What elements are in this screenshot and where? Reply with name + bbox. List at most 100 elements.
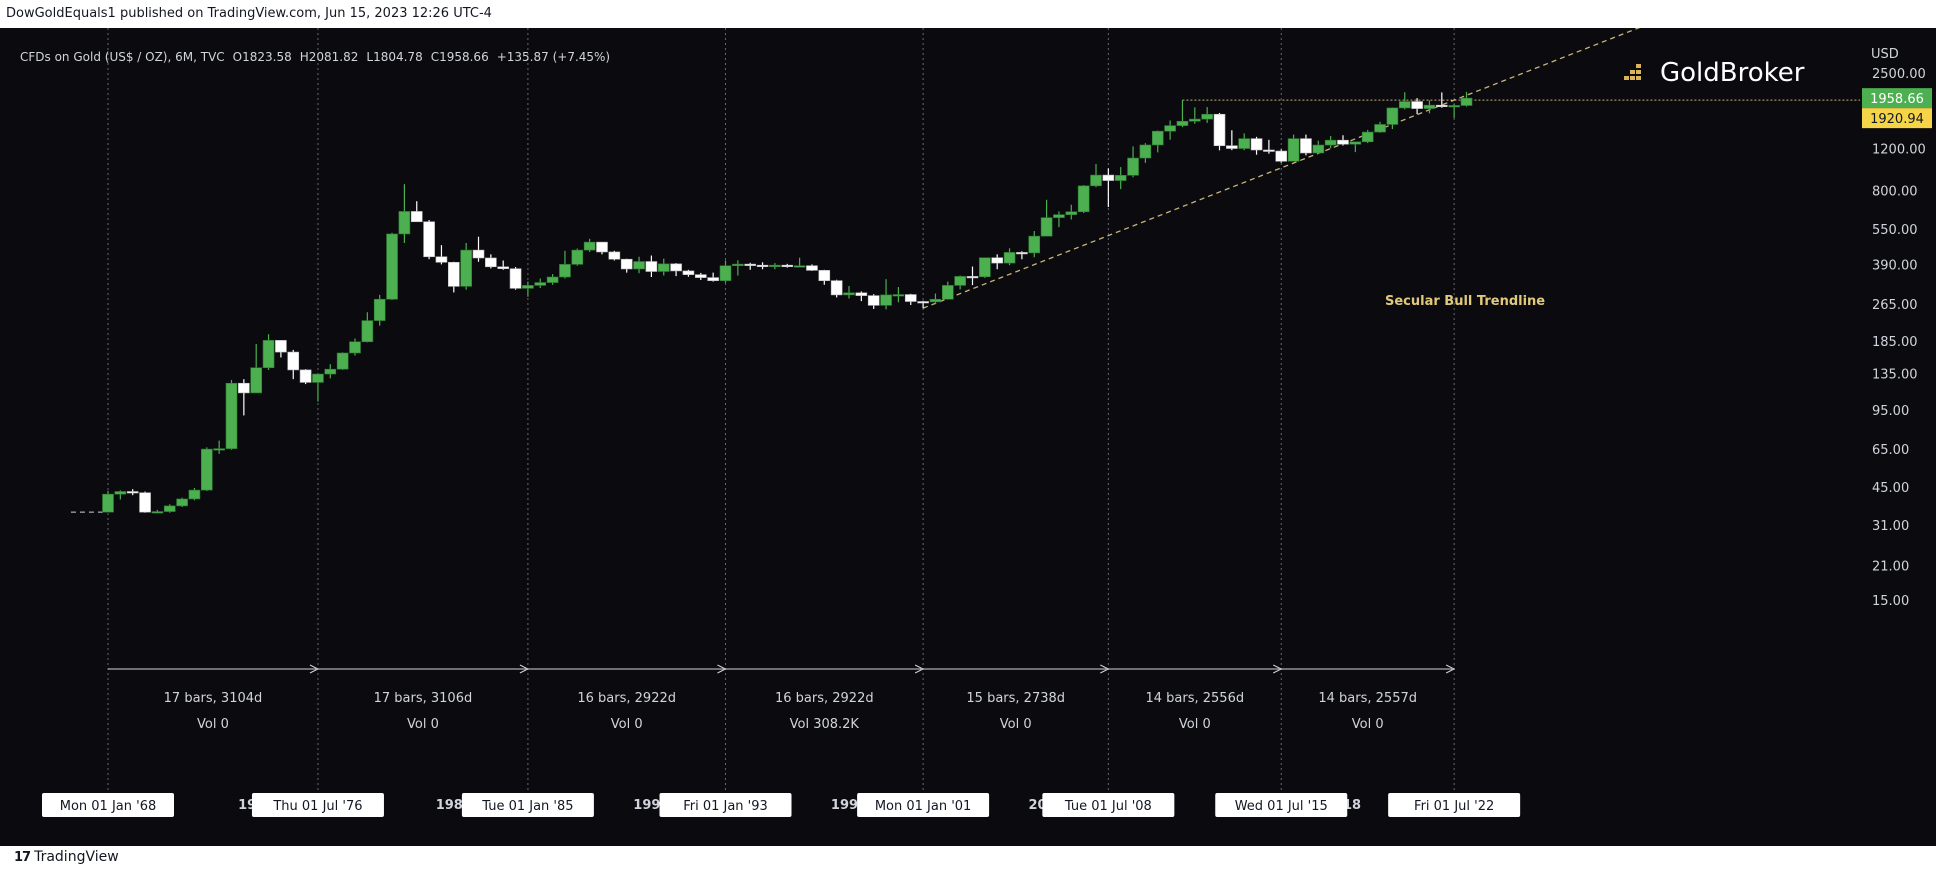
y-tick-label: 31.00 [1872,519,1909,534]
currency-label: USD [1871,47,1899,62]
candle-body [645,261,658,272]
candle-body [324,368,337,375]
candle-body [880,294,892,306]
candle-body [596,241,608,253]
candle-body [670,263,682,272]
chart-area[interactable]: Secular Bull Trendline USD 2500.00 1200.00 8… [0,28,1936,846]
candle-body [176,498,188,507]
candle-body [534,282,547,286]
candle-body [1053,214,1065,218]
change-value: +135.87 (+7.45%) [496,50,611,64]
candle-body [682,270,695,275]
brand-name: GoldBroker [1660,58,1805,88]
candle-body [1398,101,1411,109]
candle-body [1003,252,1016,264]
candle-body [1114,175,1127,181]
tradingview-logo[interactable]: 17 TradingView [14,849,119,865]
date-marker-box [659,793,792,817]
candle-body [386,233,398,300]
measure-bars-label: 17 bars, 3104d [164,691,263,706]
y-tick-label: 95.00 [1872,404,1909,419]
date-marker-box [857,793,990,817]
brand-watermark: GoldBroker [1622,58,1804,88]
candle-body [398,211,411,235]
candle-body [1016,252,1028,255]
candle-body [1077,185,1090,213]
candle-body [1349,141,1362,145]
candle-body [262,340,275,369]
candle-body [1300,138,1312,154]
candle-body [793,265,806,268]
candle-body [1448,105,1460,108]
y-tick-label: 265.00 [1872,298,1918,313]
candle-body [966,276,979,279]
candle-body [1275,150,1288,162]
candle-body [163,505,176,512]
tradingview-logo-text: TradingView [34,849,119,865]
symbol-info: CFDs on Gold (US$ / OZ), 6M, TVC [20,50,225,64]
candle-body [917,301,929,304]
candle-body [1090,174,1102,187]
candle-body [583,241,596,251]
date-marker-label: Mon 01 Jan '68 [60,799,157,814]
candle-body [349,341,361,354]
candle-body [633,261,645,270]
candle-body [1213,113,1226,147]
candle-body [423,221,435,258]
candle-body [756,264,769,267]
candle-body [238,382,250,394]
y-tick-label: 15.00 [1872,594,1909,609]
y-tick-label: 185.00 [1872,335,1918,350]
price-chart[interactable]: Secular Bull Trendline USD 2500.00 1200.00 8… [0,28,1936,846]
candle-body [1337,139,1349,145]
candle-body [1460,97,1473,106]
candle-body [472,249,485,259]
tradingview-mark-icon: 17 [14,849,31,865]
candle-body [806,265,818,271]
candle-body [694,274,707,278]
candle-body [299,369,312,383]
measure-vol-label: Vol 0 [611,717,643,732]
candle-body [485,257,497,268]
measure-bars-label: 16 bars, 2922d [775,691,874,706]
gold-bars-icon [1624,64,1641,80]
measure-vol-label: Vol 0 [407,717,439,732]
y-tick-label: 65.00 [1872,443,1909,458]
publisher-line: DowGoldEquals1 published on TradingView.… [6,6,492,21]
close-value: C1958.66 [430,50,489,64]
candle-body [929,298,942,303]
measure-vol-label: Vol 0 [197,717,229,732]
candle-body [1189,118,1201,122]
date-marker-box [1388,793,1521,817]
candle-body [312,373,324,383]
open-value: O1823.58 [232,50,292,64]
candle-body [979,257,991,278]
last-price-badge [1862,88,1932,109]
y-tick-label: 550.00 [1872,223,1918,238]
candle-body [744,263,757,266]
date-marker-label: Tue 01 Jul '08 [1064,799,1152,814]
candle-body [447,261,460,287]
date-marker-label: Tue 01 Jan '85 [481,799,573,814]
candle-body [287,351,300,371]
candle-body [1226,145,1238,149]
measure-bars-label: 14 bars, 2556d [1145,691,1244,706]
candle-body [559,264,571,278]
candle-body [1102,174,1115,181]
candle-body [1324,139,1337,146]
y-tick-label: 2500.00 [1872,67,1926,82]
candle-body [1386,107,1399,125]
candle-body [509,268,522,289]
candle-body [102,493,114,513]
high-value: H2081.82 [299,50,359,64]
candle-body [1436,104,1448,107]
candle-body [435,256,448,263]
candle-body [139,492,151,513]
candle-body [719,265,732,281]
candle-body [336,352,349,370]
candle-body [1374,124,1386,133]
publisher-bar: DowGoldEquals1 published on TradingView.… [0,0,1949,28]
candle-body [373,298,386,321]
chart-background [0,28,1936,846]
candle-body [1028,235,1041,254]
